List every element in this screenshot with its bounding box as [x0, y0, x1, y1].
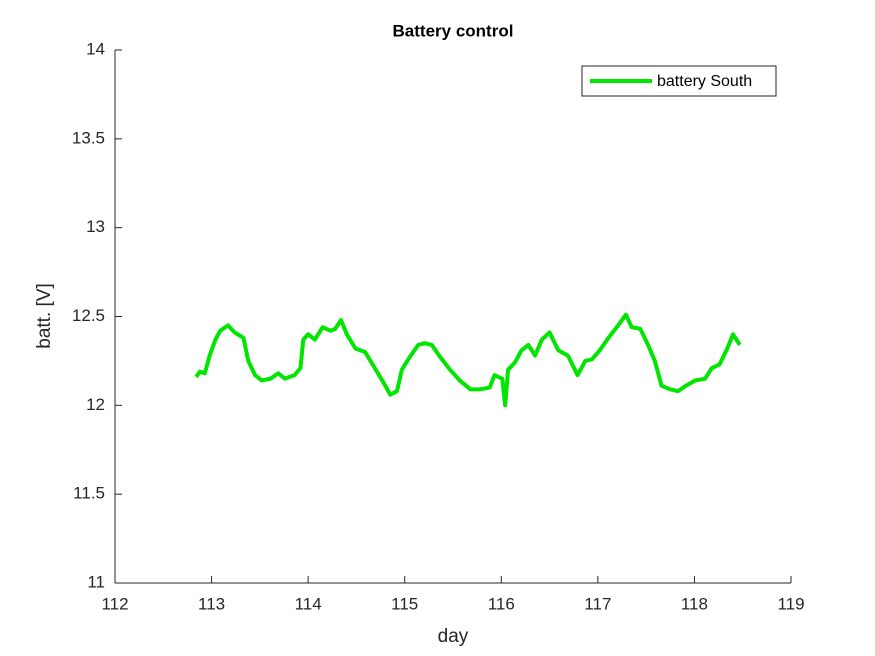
x-tick-label: 113	[198, 594, 225, 613]
y-tick-label: 12.5	[72, 306, 105, 325]
x-tick-label: 114	[295, 594, 322, 613]
data-line	[194, 312, 742, 408]
x-axis-label: day	[438, 626, 469, 647]
y-axis-label: batt. [V]	[34, 283, 55, 348]
y-tick-label: 11	[87, 572, 105, 591]
x-tick-label: 112	[101, 594, 128, 613]
y-tick-label: 13	[86, 217, 105, 236]
y-tick-label: 13.5	[72, 128, 105, 147]
x-tick-label: 118	[681, 594, 708, 613]
x-tick-label: 117	[584, 594, 611, 613]
x-tick-label: 116	[488, 594, 515, 613]
y-tick-label: 14	[86, 39, 105, 58]
y-tick-label: 12	[86, 395, 105, 414]
y-tick-label: 11.5	[73, 484, 105, 503]
x-tick-label: 119	[777, 594, 804, 613]
x-tick-label: 115	[391, 594, 418, 613]
chart-title: Battery control	[393, 21, 514, 40]
legend-label: battery South	[657, 73, 752, 90]
